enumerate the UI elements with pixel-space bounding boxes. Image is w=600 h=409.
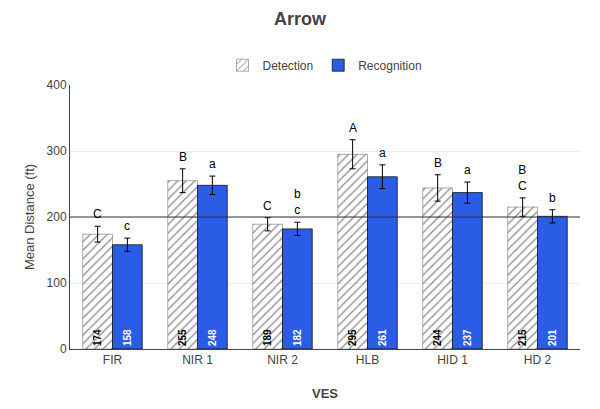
svg-text:400: 400 bbox=[47, 78, 67, 92]
svg-text:300: 300 bbox=[47, 144, 67, 158]
svg-text:0: 0 bbox=[60, 342, 67, 356]
svg-text:255: 255 bbox=[177, 329, 188, 346]
svg-text:BC: BC bbox=[518, 163, 527, 193]
svg-text:Detection: Detection bbox=[263, 59, 314, 73]
svg-text:201: 201 bbox=[547, 329, 558, 346]
svg-text:C: C bbox=[263, 199, 272, 213]
svg-text:a: a bbox=[209, 157, 216, 171]
svg-text:Mean Distance (ft): Mean Distance (ft) bbox=[22, 164, 37, 270]
svg-text:189: 189 bbox=[262, 329, 273, 346]
svg-text:244: 244 bbox=[432, 329, 443, 346]
svg-text:a: a bbox=[379, 146, 386, 160]
svg-text:HLB: HLB bbox=[356, 353, 379, 367]
svg-text:HD 2: HD 2 bbox=[524, 353, 552, 367]
svg-text:A: A bbox=[349, 121, 357, 135]
svg-text:Arrow: Arrow bbox=[274, 9, 327, 29]
svg-text:295: 295 bbox=[347, 329, 358, 346]
svg-text:248: 248 bbox=[207, 329, 218, 346]
svg-text:215: 215 bbox=[517, 329, 528, 346]
svg-text:NIR 2: NIR 2 bbox=[267, 353, 298, 367]
svg-text:100: 100 bbox=[47, 276, 67, 290]
svg-text:182: 182 bbox=[292, 329, 303, 346]
svg-text:HID 1: HID 1 bbox=[437, 353, 468, 367]
svg-text:c: c bbox=[124, 219, 130, 233]
svg-text:NIR 1: NIR 1 bbox=[182, 353, 213, 367]
svg-text:200: 200 bbox=[47, 210, 67, 224]
svg-text:VES: VES bbox=[312, 386, 338, 401]
svg-text:174: 174 bbox=[92, 329, 103, 346]
svg-text:B: B bbox=[434, 156, 442, 170]
svg-text:237: 237 bbox=[462, 329, 473, 346]
svg-text:FIR: FIR bbox=[103, 353, 123, 367]
svg-text:261: 261 bbox=[377, 329, 388, 346]
svg-text:158: 158 bbox=[122, 329, 133, 346]
svg-text:Recognition: Recognition bbox=[358, 59, 421, 73]
svg-text:C: C bbox=[93, 207, 102, 221]
svg-text:b: b bbox=[549, 191, 556, 205]
svg-text:a: a bbox=[464, 163, 471, 177]
svg-text:B: B bbox=[179, 150, 187, 164]
svg-text:bc: bc bbox=[294, 187, 301, 217]
